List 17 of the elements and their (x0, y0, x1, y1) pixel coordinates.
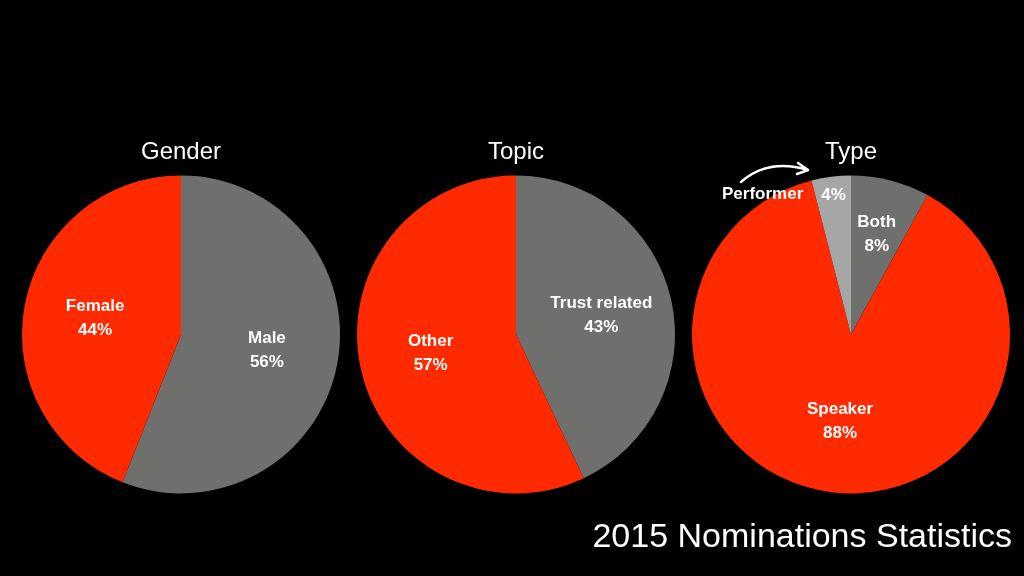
data-label: 8% (864, 235, 889, 255)
data-label: 4% (821, 185, 846, 205)
data-label: 56% (249, 352, 284, 372)
data-label: 44% (78, 319, 113, 339)
slice-label: Female (65, 295, 125, 315)
slice-label: Other (407, 331, 454, 351)
slice-label: Trust related (550, 293, 653, 313)
chart-title: Gender (140, 137, 222, 165)
chart-title: Type (824, 137, 878, 165)
slice-label: Male (248, 328, 286, 348)
text: 2015 Nominations Statistics (592, 516, 1012, 555)
data-label: 57% (413, 355, 448, 375)
slice-label: Speaker (806, 398, 874, 418)
chart-title: Topic (487, 137, 545, 165)
data-label: 88% (823, 422, 858, 442)
data-label: 43% (584, 317, 619, 337)
slice-label: Both (857, 211, 897, 231)
